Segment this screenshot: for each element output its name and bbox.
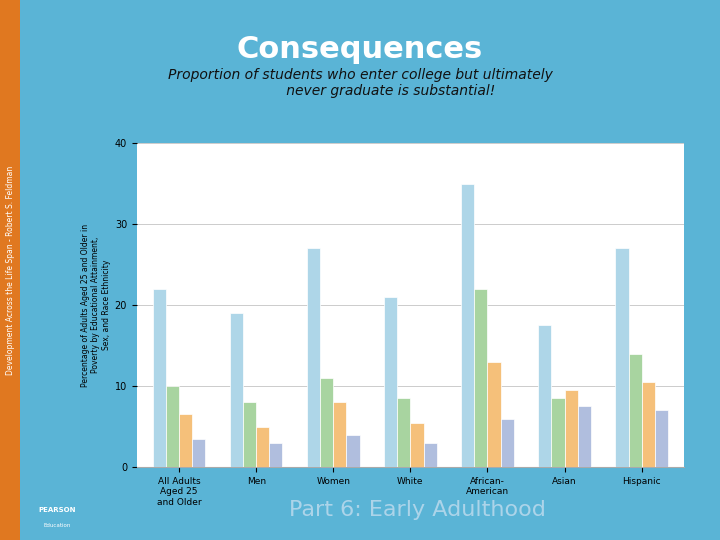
Bar <box>179 415 192 467</box>
Bar <box>654 410 668 467</box>
Bar <box>320 378 333 467</box>
Bar <box>166 386 179 467</box>
Bar <box>256 427 269 467</box>
Bar <box>474 289 487 467</box>
Bar <box>269 443 282 467</box>
Text: Proportion of students who enter college but ultimately
              never grad: Proportion of students who enter college… <box>168 68 552 98</box>
Bar <box>577 406 590 467</box>
Y-axis label: Percentage of Adults Aged 25 and Older in
Poverty by Educational Attainment,
Sex: Percentage of Adults Aged 25 and Older i… <box>81 224 111 387</box>
Text: Part 6: Early Adulthood: Part 6: Early Adulthood <box>289 500 546 521</box>
Bar <box>346 435 359 467</box>
Bar <box>564 390 577 467</box>
Bar <box>539 325 552 467</box>
Bar <box>243 402 256 467</box>
Bar <box>642 382 654 467</box>
Bar <box>616 248 629 467</box>
Bar <box>410 422 423 467</box>
Text: PEARSON: PEARSON <box>39 507 76 513</box>
Bar <box>462 184 474 467</box>
Bar <box>629 354 642 467</box>
Bar <box>307 248 320 467</box>
Bar <box>552 399 564 467</box>
Bar <box>397 399 410 467</box>
Bar <box>192 438 205 467</box>
Bar <box>153 289 166 467</box>
Bar <box>423 443 436 467</box>
Bar <box>230 313 243 467</box>
Text: Consequences: Consequences <box>237 35 483 64</box>
Bar <box>333 402 346 467</box>
Bar <box>384 297 397 467</box>
Text: Education: Education <box>44 523 71 528</box>
Text: Development Across the Life Span - Robert S. Feldman: Development Across the Life Span - Rober… <box>6 165 14 375</box>
Bar <box>487 362 500 467</box>
Bar <box>500 418 513 467</box>
